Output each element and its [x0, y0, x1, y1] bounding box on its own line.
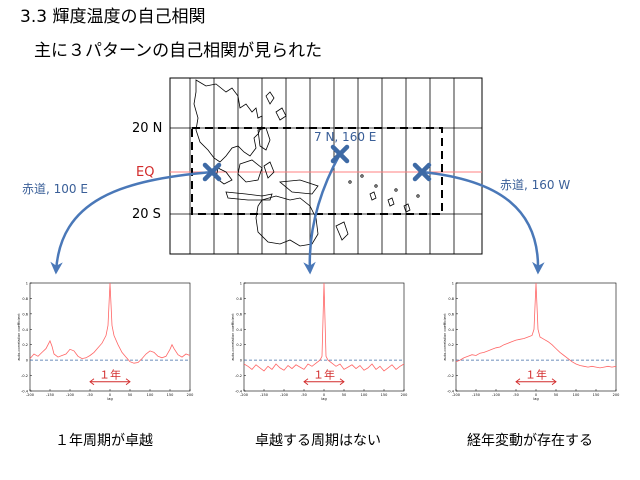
annotation-label: １年 [313, 368, 335, 382]
coastline [193, 79, 420, 247]
y-tick-label: 0 [240, 359, 242, 363]
y-axis-label: auto-correlation coefficient [443, 313, 447, 361]
arrow-to-panel-1 [50, 170, 213, 275]
plot-area [29, 282, 191, 392]
plot-area [455, 282, 617, 392]
y-tick-label: 0.6 [22, 312, 28, 316]
arrow-to-panel-3 [421, 170, 545, 275]
annotation-arrowhead-right [551, 378, 557, 386]
y-axis-label: auto-correlation coefficient [17, 313, 21, 361]
marker-160E [330, 144, 350, 164]
x-tick-label: -200 [240, 393, 248, 397]
acf-series-line [243, 282, 405, 372]
section-title: 3.3 輝度温度の自己相関 [20, 7, 206, 27]
location-label-3: 赤道, 160 W [500, 178, 571, 192]
x-tick-label: 200 [187, 393, 194, 397]
x-tick-label: 150 [381, 393, 388, 397]
annotation-arrowhead-left [515, 378, 521, 386]
annotation-label: １年 [525, 368, 547, 382]
x-tick-label: -200 [452, 393, 460, 397]
caption-1: １年周期が卓越 [55, 433, 153, 449]
annotation-arrowhead-left [303, 378, 309, 386]
y-tick-label: 0 [452, 359, 454, 363]
y-axis-label: auto-correlation coefficient [231, 313, 235, 361]
location-label-1: 赤道, 100 E [22, 182, 88, 196]
x-tick-label: -150 [46, 393, 54, 397]
x-tick-label: 50 [342, 393, 346, 397]
x-tick-label: 200 [401, 393, 408, 397]
annotation-arrowhead-right [125, 378, 131, 386]
y-tick-label: 0.2 [22, 343, 28, 347]
x-tick-label: 200 [613, 393, 620, 397]
x-axis-label: lag [321, 397, 326, 401]
x-tick-label: 0 [323, 393, 325, 397]
y-tick-label: -0.2 [447, 374, 454, 378]
y-tick-label: 0.4 [22, 328, 28, 332]
y-tick-label: -0.4 [447, 390, 455, 394]
y-tick-label: -0.4 [235, 390, 243, 394]
location-label-2: 7 N, 160 E [314, 130, 377, 144]
marker-100E [202, 162, 222, 182]
lat-label-20N: 20 N [132, 121, 163, 136]
y-tick-label: -0.4 [21, 390, 29, 394]
x-tick-label: 50 [554, 393, 558, 397]
x-tick-label: 150 [593, 393, 600, 397]
x-tick-label: 0 [535, 393, 537, 397]
lat-label-eq: EQ [136, 165, 155, 180]
x-tick-label: -150 [260, 393, 268, 397]
x-tick-label: -50 [87, 393, 93, 397]
acf-chart-1: -0.4 -0.2 0 0.2 0.4 0.6 0.8 1 -200 -150 -100 -50 0 50… [17, 282, 194, 402]
y-tick-label: 0.4 [448, 328, 454, 332]
y-tick-label: 0 [26, 359, 28, 363]
y-tick-label: 0.6 [448, 312, 454, 316]
y-tick-label: -0.2 [21, 374, 28, 378]
x-tick-label: -100 [280, 393, 288, 397]
x-tick-label: -100 [492, 393, 500, 397]
x-tick-label: -50 [301, 393, 307, 397]
y-tick-label: -0.2 [235, 374, 242, 378]
plot-area [243, 282, 405, 392]
x-axis-label: lag [533, 397, 538, 401]
x-axis-label: lag [107, 397, 112, 401]
caption-3: 経年変動が存在する [467, 433, 593, 449]
y-tick-label: 0.8 [236, 297, 242, 301]
x-tick-label: 50 [128, 393, 132, 397]
y-tick-label: 0.8 [448, 297, 454, 301]
x-tick-label: -200 [26, 393, 34, 397]
y-tick-label: 1 [452, 282, 454, 286]
x-tick-label: -100 [66, 393, 74, 397]
annotation-arrowhead-right [339, 378, 345, 386]
y-tick-label: 0.8 [22, 297, 28, 301]
y-tick-label: 1 [240, 282, 242, 286]
marker-160W [412, 162, 432, 182]
x-tick-label: 150 [167, 393, 174, 397]
lat-label-20S: 20 S [132, 207, 161, 222]
y-tick-label: 0.2 [448, 343, 454, 347]
y-tick-label: 0.4 [236, 328, 242, 332]
x-tick-label: -50 [513, 393, 519, 397]
y-tick-label: 0.6 [236, 312, 242, 316]
x-tick-label: 100 [573, 393, 580, 397]
caption-2: 卓越する周期はない [255, 433, 381, 449]
x-tick-label: -150 [472, 393, 480, 397]
annotation-arrowhead-left [89, 378, 95, 386]
x-tick-label: 100 [361, 393, 368, 397]
x-tick-label: 0 [109, 393, 111, 397]
acf-series-line [29, 282, 191, 364]
x-tick-label: 100 [147, 393, 154, 397]
slide-subtitle: 主に３パターンの自己相関が見られた [34, 41, 323, 61]
annotation-label: １年 [99, 368, 121, 382]
y-tick-label: 1 [26, 282, 28, 286]
y-tick-label: 0.2 [236, 343, 242, 347]
arrow-to-panel-2 [303, 153, 342, 275]
acf-series-line [455, 282, 617, 369]
acf-chart-3: -0.4 -0.2 0 0.2 0.4 0.6 0.8 1 -200 -150 -100 -50 0 50… [443, 282, 620, 402]
acf-chart-2: -0.4 -0.2 0 0.2 0.4 0.6 0.8 1 -200 -150 -100 -50 0 50… [231, 282, 408, 402]
